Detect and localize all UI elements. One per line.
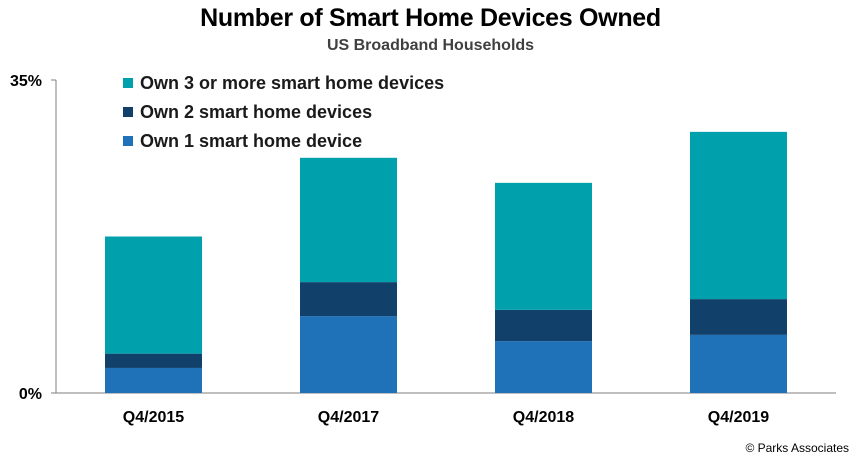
bar-segment <box>300 157 397 283</box>
bar-segment <box>105 353 202 368</box>
bar-segment <box>105 367 202 393</box>
x-tick-label: Q4/2017 <box>318 409 379 426</box>
legend-swatch <box>123 107 133 117</box>
bar-segment <box>690 334 787 393</box>
bar-segment <box>105 236 202 354</box>
legend-label: Own 1 smart home device <box>140 131 362 151</box>
bar-segment <box>690 131 787 300</box>
bar-segment <box>300 282 397 317</box>
chart-subtitle: US Broadband Households <box>326 37 535 54</box>
chart-title: Number of Smart Home Devices Owned <box>200 4 661 32</box>
bar-segment <box>495 341 592 393</box>
bar-segment <box>300 316 397 393</box>
y-tick-label: 0% <box>19 386 42 403</box>
legend-label: Own 2 smart home devices <box>140 102 372 122</box>
bar-segment <box>495 182 592 310</box>
legend-label: Own 3 or more smart home devices <box>140 73 444 93</box>
legend-swatch <box>123 78 133 88</box>
x-tick-label: Q4/2019 <box>708 409 769 426</box>
legend-swatch <box>123 136 133 146</box>
bar-segment <box>495 309 592 342</box>
bar-segment <box>690 299 787 335</box>
source-note: © Parks Associates <box>745 441 849 455</box>
x-tick-label: Q4/2015 <box>123 409 184 426</box>
y-tick-label: 35% <box>10 73 42 90</box>
x-tick-label: Q4/2018 <box>513 409 574 426</box>
